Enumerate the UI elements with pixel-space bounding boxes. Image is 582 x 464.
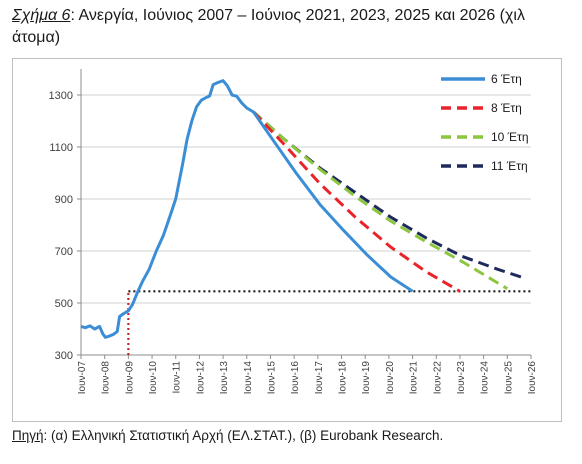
x-tick-label: Ιουν-26: [527, 361, 538, 395]
y-tick-label: 1100: [49, 142, 73, 154]
y-tick-label: 700: [55, 246, 73, 258]
series-line-actual: [80, 79, 255, 339]
legend-label-s8: 8 Έτη: [491, 101, 522, 115]
reference-lines: [127, 290, 531, 355]
y-tick-label: 500: [55, 298, 73, 310]
x-tick-label: Ιουν-24: [480, 361, 491, 395]
series-line-s8: [252, 110, 461, 293]
x-tick-label: Ιουν-25: [503, 361, 514, 395]
x-tick-label: Ιουν-07: [77, 361, 88, 395]
x-tick-label: Ιουν-09: [124, 361, 135, 395]
x-tick-label: Ιουν-11: [172, 361, 183, 394]
legend-label-s6: 6 Έτη: [491, 72, 522, 86]
x-tick-label: Ιουν-14: [243, 361, 254, 395]
x-tick-label: Ιουν-17: [314, 361, 325, 395]
y-tick-label: 1300: [49, 90, 73, 102]
series-line-s10: [252, 110, 509, 290]
x-tick-label: Ιουν-21: [409, 361, 420, 395]
chart-frame: 300 500 700 900 1100 1300 Ιουν-07 Ιουν-08 Ιουν-0…: [12, 58, 562, 422]
figure-label: Σχήμα 6: [12, 7, 71, 24]
legend-label-s10: 10 Έτη: [491, 130, 529, 144]
x-tick-label: Ιουν-20: [385, 361, 396, 395]
plot-area: [80, 79, 522, 339]
x-tick-label: Ιουν-12: [195, 361, 206, 395]
legend-label-s11: 11 Έτη: [491, 159, 528, 173]
x-tick-label: Ιουν-18: [338, 361, 349, 395]
x-tick-label: Ιουν-10: [148, 361, 159, 395]
x-tick-label: Ιουν-19: [361, 361, 372, 395]
series-line-s6: [252, 111, 414, 293]
legend: 6 Έτη 8 Έτη 10 Έτη 11 Έτη: [441, 72, 529, 173]
x-tick-label: Ιουν-13: [219, 361, 230, 395]
x-tick-label: Ιουν-08: [101, 361, 112, 395]
x-tick-label: Ιουν-23: [456, 361, 467, 395]
axes: 300 500 700 900 1100 1300 Ιουν-07 Ιουν-08 Ιουν-0…: [49, 69, 538, 394]
source-note: Πηγή: (α) Ελληνική Στατιστική Αρχή (ΕΛ.Σ…: [12, 428, 443, 443]
source-label: Πηγή: [12, 428, 44, 443]
x-tick-label: Ιουν-15: [266, 361, 277, 395]
x-tick-label: Ιουν-16: [290, 361, 301, 395]
y-tick-label: 300: [55, 350, 73, 362]
figure-title: Σχήμα 6: Ανεργία, Ιούνιος 2007 – Ιούνιος…: [12, 5, 572, 49]
source-text: : (α) Ελληνική Στατιστική Αρχή (ΕΛ.ΣΤΑΤ.…: [43, 428, 444, 443]
x-tick-label: Ιουν-22: [432, 361, 443, 395]
y-tick-label: 900: [55, 194, 73, 206]
figure-title-text: : Ανεργία, Ιούνιος 2007 – Ιούνιος 2021, …: [12, 7, 525, 46]
unemployment-line-chart: 300 500 700 900 1100 1300 Ιουν-07 Ιουν-08 Ιουν-0…: [49, 69, 538, 394]
